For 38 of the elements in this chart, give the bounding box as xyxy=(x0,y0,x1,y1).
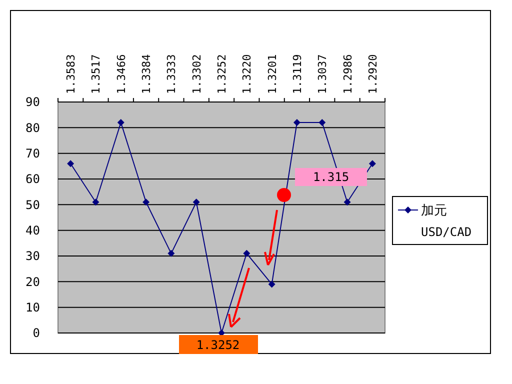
y-tick-label: 40 xyxy=(26,224,40,238)
annotation: 1.315 xyxy=(312,170,350,184)
point xyxy=(318,119,326,126)
x-tick-label: 1.3252 xyxy=(216,54,228,94)
y-tick-label: 30 xyxy=(26,249,40,264)
x-tick-label: 1.3517 xyxy=(90,54,103,94)
point xyxy=(368,160,376,168)
point xyxy=(192,198,200,206)
x-tick-label: 1.3037 xyxy=(316,54,330,94)
x-tick-label: 1.2920 xyxy=(366,54,380,94)
y-tick-label: 70 xyxy=(26,146,40,161)
x-tick-label: 1.3220 xyxy=(240,54,254,94)
y-tick-label: 10 xyxy=(26,300,40,315)
x-tick-label: 1.3583 xyxy=(64,54,78,94)
point xyxy=(142,198,150,206)
point xyxy=(293,119,300,126)
x-tick-label: 1.3384 xyxy=(140,54,154,94)
x-tick-label: 1.3466 xyxy=(114,54,128,94)
point xyxy=(67,160,74,168)
point xyxy=(243,250,250,257)
point xyxy=(117,119,124,126)
y-tick-label: 80 xyxy=(26,120,40,135)
y-tick-label: 50 xyxy=(26,198,40,212)
x-tick-label: 1.3333 xyxy=(165,54,178,94)
y-tick-label: 90 xyxy=(26,95,40,110)
x-tick-label: 1.3119 xyxy=(290,54,304,94)
text: 1.3252 xyxy=(196,338,240,352)
x-tick-label: 1.2986 xyxy=(341,54,354,94)
y-tick-label: 0 xyxy=(32,326,40,340)
y-tick-label: 60 xyxy=(26,172,40,186)
x-tick-label: 1.3201 xyxy=(266,54,279,94)
point xyxy=(168,250,175,257)
legend-label: 加元 USD/CAD xyxy=(421,204,472,240)
y-tick-label: 20 xyxy=(26,274,40,289)
point xyxy=(92,198,100,206)
x-tick-label: 1.3302 xyxy=(190,54,204,94)
point xyxy=(344,198,351,206)
point xyxy=(268,280,276,288)
